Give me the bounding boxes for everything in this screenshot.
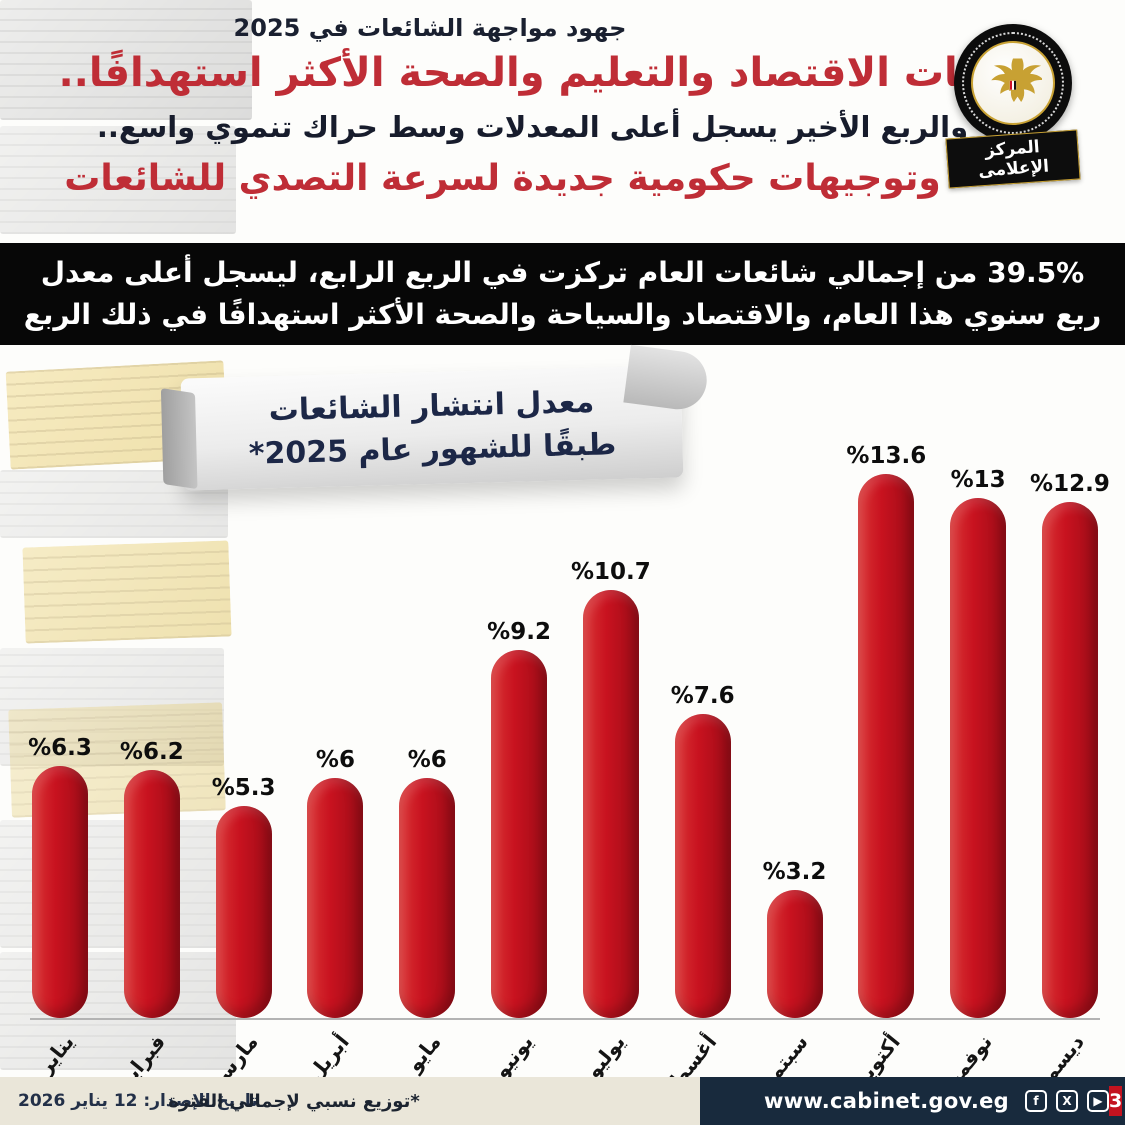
bar [858, 474, 915, 1018]
bar-column: %6 أبريل [303, 747, 365, 1086]
collage-image [0, 0, 252, 120]
bar-value-label: %3.2 [762, 859, 827, 885]
bar [307, 778, 364, 1018]
x-icon[interactable]: X [1055, 1090, 1078, 1112]
header-subtitle2: وتوجيهات حكومية جديدة لسرعة التصدي للشائ… [64, 158, 941, 199]
bar-value-label: %13.6 [846, 443, 927, 469]
facebook-icon[interactable]: f [1024, 1090, 1047, 1112]
bar [32, 766, 88, 1018]
bar-column: %12.9 ديسمبر [1025, 471, 1110, 1101]
bar-column: %13 نوفمبر [936, 467, 1008, 1097]
bar-value-label: %6 [407, 747, 447, 773]
bar [674, 714, 731, 1018]
chart-subtitle: طبقًا للشهور عام 2025* [248, 427, 617, 472]
bar-value-label: %7.6 [670, 683, 735, 709]
bar-value-label: %13 [950, 467, 1006, 493]
bar-value-label: %6 [315, 747, 355, 773]
bar-column: %9.2 يونيو [487, 619, 551, 1083]
cabinet-emblem-circle [954, 24, 1072, 142]
bar-column: %13.6 أكتوبر [846, 443, 926, 1091]
bar-column: %6.2 فبراير [114, 739, 184, 1092]
key-stat-banner: 39.5% من إجمالي شائعات العام تركزت في ال… [0, 243, 1125, 345]
bar [582, 590, 639, 1018]
cabinet-logo: المركز الإعلامى [945, 24, 1081, 189]
bar-column: %7.6 أغسطس [647, 683, 735, 1114]
bar [123, 770, 180, 1018]
bar-value-label: %6.2 [119, 739, 184, 765]
bar-column: %5.3 مارس [206, 775, 276, 1091]
bar-plot: %6.3 يناير %6.2 فبراير %5.3 مارس %6 أبريل %6 مايو… [28, 408, 1110, 1114]
footnote: *توزيع نسبي لإجمالي الفترة [168, 1090, 420, 1112]
bar-value-label: %12.9 [1030, 471, 1110, 497]
footer-left-strip: تاريخ الإصدار: 12 يناير 2026 *توزيع نسبي… [0, 1077, 700, 1125]
chart-baseline [30, 1018, 1100, 1020]
bar [399, 778, 456, 1018]
header-subtitle: والربع الأخير يسجل أعلى المعدلات وسط حرا… [96, 110, 969, 144]
issue-date: تاريخ الإصدار: 12 يناير 2026 [18, 1091, 258, 1111]
bar-column: %6 مايو [397, 747, 457, 1076]
bar-column: %3.2 سبتمبر [750, 859, 827, 1100]
banner-line1: 39.5% من إجمالي شائعات العام تركزت في ال… [40, 256, 1085, 290]
bar [215, 806, 272, 1018]
bar-value-label: %5.3 [211, 775, 276, 801]
footer: تاريخ الإصدار: 12 يناير 2026 *توزيع نسبي… [0, 1077, 1125, 1125]
bar [950, 498, 1007, 1018]
collage-image [0, 126, 236, 234]
bar-column: %10.7 يوليو [571, 559, 651, 1083]
bar [766, 890, 823, 1018]
bar-value-label: %6.3 [28, 735, 92, 761]
website-link[interactable]: www.cabinet.gov.eg [764, 1089, 1009, 1113]
bar [491, 650, 548, 1018]
media-center-label: المركز الإعلامى [945, 129, 1081, 189]
page-title: قطاعات الاقتصاد والتعليم والصحة الأكثر ا… [58, 50, 1067, 96]
footer-right-strip: www.cabinet.gov.eg f X ▶ 3 [700, 1077, 1125, 1125]
bar-value-label: %10.7 [570, 559, 651, 585]
social-icons: f X ▶ [1024, 1090, 1109, 1112]
bar-column: %6.3 يناير [28, 735, 92, 1079]
collage-image [0, 648, 224, 766]
youtube-icon[interactable]: ▶ [1086, 1090, 1109, 1112]
bar-value-label: %9.2 [487, 619, 551, 645]
bar [1041, 502, 1098, 1018]
page-number-badge: 3 [1108, 1086, 1123, 1116]
banner-line2: ربع سنوي هذا العام، والاقتصاد والسياحة و… [23, 298, 1102, 331]
header-kicker: جهود مواجهة الشائعات في 2025 [233, 14, 627, 42]
chart-title-ribbon: معدل انتشار الشائعات طبقًا للشهور عام 20… [180, 365, 684, 491]
emblem-ring [962, 32, 1064, 134]
